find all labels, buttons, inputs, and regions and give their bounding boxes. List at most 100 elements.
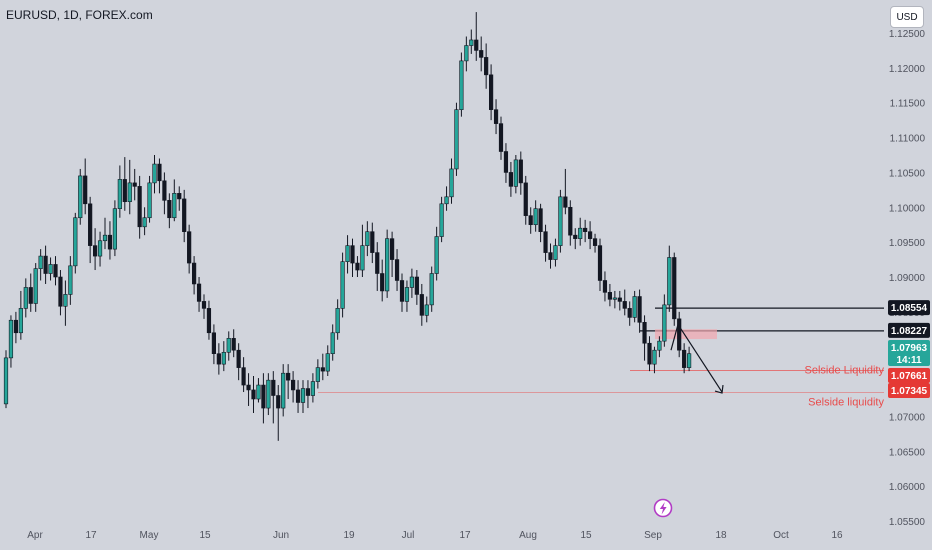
candle [380,259,385,302]
price-badge-label: 1.08554 [891,303,928,314]
candle-body [38,255,43,269]
candle [246,373,251,406]
candle [617,290,622,311]
candle-body [325,353,330,372]
candle [434,226,439,281]
candle-body [434,236,439,274]
candle-body [167,200,172,219]
candle-body [310,381,316,396]
candle [404,280,410,312]
candle-body [132,182,137,187]
candle [389,231,395,277]
candle [93,228,98,271]
candle-body [192,262,197,285]
candle-body [350,245,355,264]
candle [162,172,167,215]
candle [226,331,231,361]
lightning-icon[interactable] [653,498,673,518]
candle [300,380,306,413]
candle [8,315,14,368]
candle [424,296,429,323]
candle [538,203,543,243]
price-badge-label: 1.07661 [891,371,928,382]
candle-body [162,180,167,201]
candle [355,256,360,277]
y-tick-label: 1.10500 [889,168,926,179]
candle-body [365,231,370,246]
price-badge-timer: 14:11 [896,355,921,366]
candle [612,290,617,309]
candle-body [122,179,127,203]
candle-body [112,208,117,250]
candle [276,385,281,441]
candle [117,165,122,218]
candle [454,102,459,176]
price-badge-bg [888,383,930,398]
candle [167,193,172,229]
candle-body [627,308,632,318]
candle [157,158,162,194]
candle [102,217,108,250]
candle-body [568,206,573,236]
candle-body [241,367,246,386]
candle-body [429,273,434,306]
candle [523,175,528,225]
projection-arrow [670,322,724,394]
price-badge: 1.08227 [888,322,930,338]
x-tick-label: Sep [644,530,662,541]
candle [73,212,78,274]
candle-body [335,308,340,334]
candle-body [23,287,28,309]
candle-body [256,384,261,400]
candle [142,207,147,236]
price-badge-bg [888,368,930,383]
candle-body [355,262,360,271]
candle-body [404,287,410,302]
candle [464,36,469,72]
candle-body [677,318,682,351]
candle-body [93,245,98,257]
candle [375,242,380,291]
candle-body [226,338,231,353]
candle [518,151,523,195]
candle [548,243,553,269]
candle-body [503,151,509,173]
candle [112,200,117,257]
candle [122,157,127,211]
candle-body [484,57,489,76]
candle [172,179,177,222]
y-tick-label: 1.11500 [890,99,926,110]
candle [632,290,637,323]
candle [216,343,221,375]
candle [592,233,598,253]
candle [320,353,325,381]
x-tick-label: 15 [199,530,211,541]
x-tick-label: Jul [402,530,415,541]
candle-body [642,322,647,344]
candle-body [414,276,419,295]
candles[interactable] [3,12,692,441]
candle [686,346,692,372]
candle-body [518,159,523,184]
candle [469,29,474,54]
candle [360,224,365,277]
x-axis: Apr 17 May 15 Jun 19 Jul 17 Aug 15 Sep 18 Oct 16 [27,530,843,541]
candle-body [439,203,444,237]
candle-body [474,39,479,51]
candle [449,158,454,204]
candle-body [295,389,301,403]
candle-body [201,301,207,309]
currency-button[interactable]: USD [890,6,924,28]
candle-body [682,349,687,368]
candle-body [68,265,73,295]
candle-body [83,175,88,205]
supply-zone [655,329,717,340]
candle-body [488,74,494,110]
candle-body [152,163,157,184]
candle-body [13,319,19,334]
candle-body [172,193,177,219]
candle-body [211,332,217,354]
candle [196,277,202,312]
